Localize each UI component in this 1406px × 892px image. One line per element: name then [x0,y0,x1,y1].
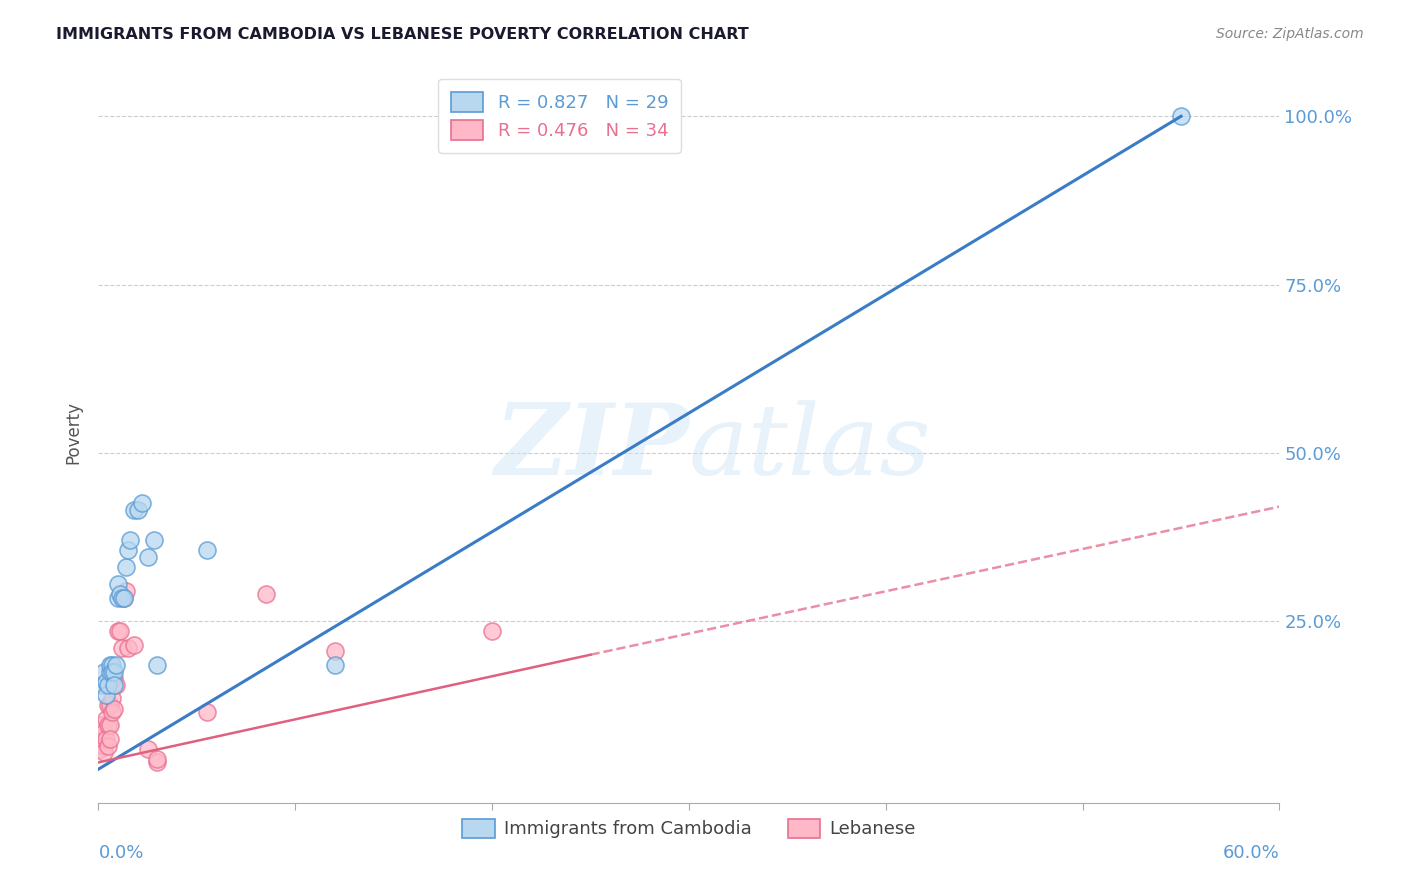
Point [142,533,165,548]
Point [97,698,120,713]
Point [107,591,129,605]
Point [96,731,118,746]
Text: Source: ZipAtlas.com: Source: ZipAtlas.com [1216,27,1364,41]
Point [118,533,141,548]
Point [103,671,125,685]
Point [111,591,134,605]
Point [117,543,139,558]
Point [122,503,145,517]
Point [195,705,218,719]
Point [112,591,135,605]
Point [101,705,124,719]
Legend: Immigrants from Cambodia, Lebanese: Immigrants from Cambodia, Lebanese [456,812,922,846]
Point [96,688,118,702]
Point [97,678,120,692]
Point [103,665,125,679]
Point [97,718,120,732]
Point [195,543,218,558]
Point [103,678,125,692]
Point [101,657,124,672]
Text: ZIP: ZIP [494,400,689,496]
Text: IMMIGRANTS FROM CAMBODIA VS LEBANESE POVERTY CORRELATION CHART: IMMIGRANTS FROM CAMBODIA VS LEBANESE POV… [56,27,749,42]
Point [254,587,277,601]
Point [108,624,131,639]
Point [107,624,129,639]
Point [96,712,118,726]
Point [146,756,169,770]
Point [93,745,115,759]
Point [98,657,121,672]
Point [108,587,131,601]
Point [97,739,120,753]
Point [89,742,111,756]
Point [91,718,114,732]
Point [98,718,121,732]
Point [323,657,346,672]
Point [89,731,111,746]
Point [146,657,169,672]
Point [136,550,159,565]
Point [112,591,135,605]
Point [105,678,128,692]
Point [93,739,115,753]
Text: atlas: atlas [689,400,932,495]
Point [115,583,138,598]
Point [1170,109,1192,123]
Text: 0.0%: 0.0% [98,844,143,862]
Point [98,698,121,713]
Point [146,752,169,766]
Text: 60.0%: 60.0% [1223,844,1279,862]
Point [111,640,134,655]
Point [122,638,145,652]
Point [103,701,125,715]
Point [98,665,121,679]
Point [136,742,159,756]
Point [481,624,503,639]
Point [91,735,114,749]
Point [101,691,124,706]
Point [93,725,115,739]
Point [323,644,346,658]
Point [107,577,129,591]
Point [96,674,118,689]
Point [98,731,121,746]
Point [127,503,149,517]
Point [117,640,139,655]
Point [105,657,128,672]
Point [101,665,124,679]
Y-axis label: Poverty: Poverty [65,401,83,464]
Point [131,496,153,510]
Point [93,665,115,679]
Point [91,678,114,692]
Point [115,560,138,574]
